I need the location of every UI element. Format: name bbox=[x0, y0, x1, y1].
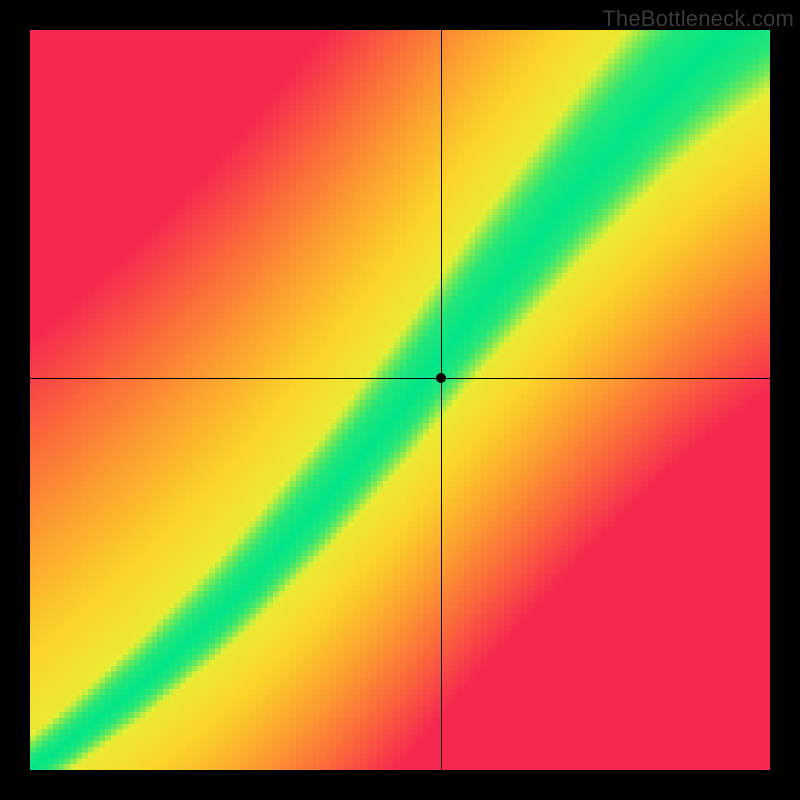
heatmap-plot bbox=[30, 30, 770, 770]
heatmap-canvas bbox=[30, 30, 770, 770]
watermark-text: TheBottleneck.com bbox=[602, 6, 794, 32]
crosshair-marker bbox=[436, 373, 446, 383]
crosshair-horizontal bbox=[30, 378, 770, 379]
crosshair-vertical bbox=[441, 30, 442, 770]
